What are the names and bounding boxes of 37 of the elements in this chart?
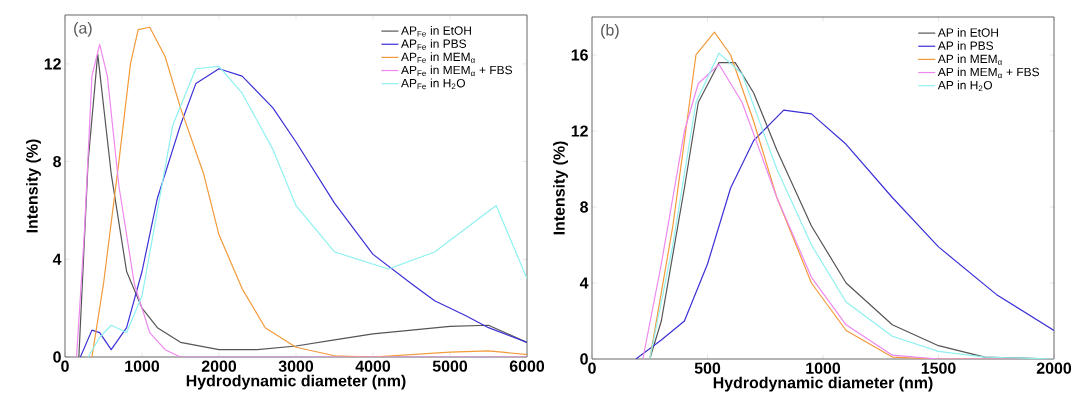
x-tick-label: 6000 [509,360,545,372]
legend-label: AP$_{Fe}$ in EtOH [401,26,471,37]
legend-label: AP in MEM$_{α}$ [937,54,1002,65]
legend-label: AP$_{Fe}$ in MEM$_{α}$ [401,52,475,63]
legend-label: AP$_{Fe}$ in H$_{2}$O [401,78,465,90]
legend-label: AP in PBS [937,41,994,50]
legend-label: AP in EtOH [937,28,998,37]
y-axis-title: Intensity (%) [553,141,568,235]
x-tick-label: 1500 [921,362,956,374]
legend-label: AP$_{Fe}$ in PBS [401,39,467,50]
annotation: (a) [74,21,92,37]
x-tick-label: 2000 [201,360,237,372]
x-tick-label: 0 [61,360,69,372]
legend-label: AP in MEM$_{α}$ + FBS [937,67,1040,78]
x-tick-label: 1000 [125,360,160,372]
y-tick-label: 0 [53,351,61,363]
legend-label: AP in H$_{2}$O [937,80,992,92]
x-tick-label: 1000 [806,362,841,374]
x-axis-title: Hydrodynamic diameter (nm) [186,374,406,390]
x-tick-label: 0 [588,362,596,374]
x-tick-label: 3000 [278,360,314,372]
y-tick-label: 12 [571,125,588,137]
y-tick-label: 4 [52,253,62,265]
y-tick-label: 8 [53,155,61,168]
y-tick-label: 8 [580,201,588,213]
y-axis-title: Intensity (%) [26,139,41,233]
legend-label: AP$_{Fe}$ in MEM$_{α}$ + FBS [401,65,513,76]
y-tick-label: 12 [44,58,61,70]
x-tick-label: 4000 [355,360,391,372]
x-tick-label: 2000 [1036,362,1072,374]
x-tick-label: 5000 [432,360,468,372]
y-tick-label: 4 [579,277,589,289]
line-series [635,109,1055,359]
annotation: (b) [601,23,619,39]
x-axis-title: Hydrodynamic diameter (nm) [713,376,933,392]
x-tick-label: 500 [694,362,721,374]
y-tick-label: 16 [571,49,588,61]
